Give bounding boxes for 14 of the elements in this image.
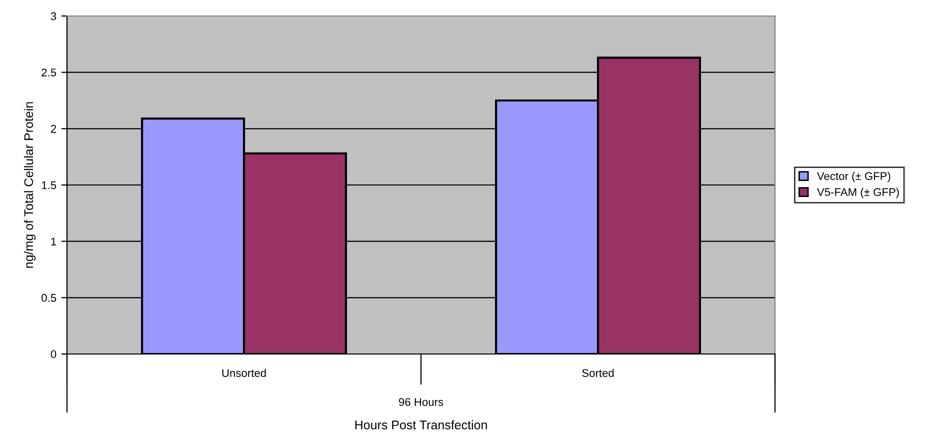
y-tick-label: 2.5	[42, 68, 56, 76]
y-tick-label: 0	[50, 350, 56, 358]
text: 96 Hours	[398, 398, 444, 406]
y-tick-label: 0.5	[42, 294, 56, 302]
x-axis-title: Hours Post Transfection	[355, 420, 487, 430]
legend-label: V5-FAM (± GFP)	[816, 188, 899, 198]
y-tick-label: 1.5	[42, 181, 56, 190]
y-tick-label: 3	[50, 12, 56, 20]
x-tick-label: Unsorted	[222, 368, 266, 377]
legend-label: Vector (± GFP)	[816, 172, 890, 182]
y-tick-label: 2	[50, 124, 56, 133]
x-tick-label: Sorted	[582, 368, 614, 377]
y-axis-title: ng/mg of Total Cellular Protein	[24, 102, 36, 268]
y-tick-label: 1	[51, 238, 56, 246]
